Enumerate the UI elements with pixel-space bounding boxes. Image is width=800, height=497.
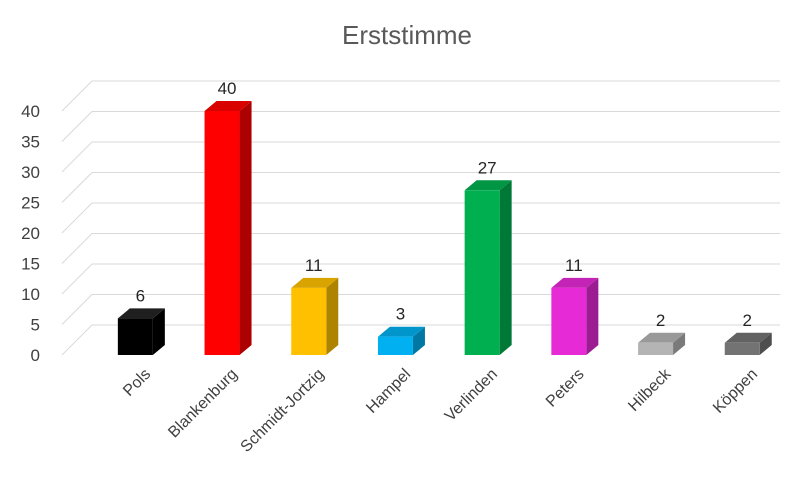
gridline <box>61 80 780 112</box>
bar-front <box>464 190 500 355</box>
data-label: 6 <box>136 286 145 305</box>
bar-top <box>291 277 339 288</box>
y-tick-label: 5 <box>31 316 40 335</box>
bar-side <box>673 332 686 355</box>
bar-front <box>638 342 674 355</box>
bar-front <box>724 342 760 355</box>
y-tick-label: 30 <box>21 163 40 182</box>
data-label: 3 <box>396 305 405 324</box>
data-label: 27 <box>478 158 497 177</box>
x-tick-label: Blankenburg <box>165 366 241 442</box>
bars <box>117 101 772 355</box>
x-tick-label: Hampel <box>363 366 414 417</box>
data-label: 2 <box>743 311 752 330</box>
data-label: 11 <box>565 256 583 275</box>
bar-top <box>377 326 425 337</box>
y-tick-label: 25 <box>21 194 40 213</box>
bar-side <box>499 180 512 355</box>
bar-side <box>239 101 252 355</box>
bar <box>117 308 165 355</box>
gridlines <box>61 80 780 356</box>
data-label: 2 <box>656 311 665 330</box>
x-tick-label: Hilbeck <box>625 365 675 415</box>
x-tick-label: Verlinden <box>442 366 501 425</box>
gridline <box>61 233 780 264</box>
bar <box>377 326 425 355</box>
bar-front <box>204 111 240 355</box>
bar <box>551 277 599 355</box>
gridline <box>61 324 780 356</box>
y-tick-label: 20 <box>21 224 40 243</box>
x-tick-label: Peters <box>543 366 588 411</box>
bar-top <box>724 332 772 343</box>
bar-side <box>412 326 425 355</box>
bar-top <box>638 332 686 343</box>
bar-side <box>152 308 165 355</box>
gridline <box>61 202 780 234</box>
x-tick-label: Pols <box>120 366 154 400</box>
bar-side <box>759 332 772 355</box>
gridline <box>61 263 780 295</box>
bar-side <box>326 277 339 355</box>
gridline <box>61 111 780 142</box>
bar <box>464 180 512 355</box>
bar-front <box>377 336 413 355</box>
x-tick-label: Köppen <box>710 366 761 417</box>
y-tick-label: 10 <box>21 285 40 304</box>
bar-front <box>551 287 587 355</box>
chart-title: Erststimme <box>342 20 472 50</box>
y-axis-ticks: 0 5 10 15 20 25 30 35 40 <box>21 102 40 365</box>
bar-front <box>291 287 327 355</box>
y-tick-label: 15 <box>21 255 40 274</box>
bar <box>638 332 686 355</box>
data-labels: 6 40 11 3 27 11 2 2 <box>136 79 752 330</box>
y-tick-label: 35 <box>21 133 40 152</box>
bar <box>724 332 772 355</box>
y-tick-label: 0 <box>31 346 40 365</box>
bar-top <box>204 101 252 111</box>
data-label: 11 <box>305 256 323 275</box>
bar-top <box>551 277 599 288</box>
y-tick-label: 40 <box>21 102 40 121</box>
bar <box>204 101 252 355</box>
gridline <box>61 172 780 203</box>
bar-side <box>586 277 599 355</box>
gridline <box>61 141 780 173</box>
gridline <box>61 294 780 325</box>
data-label: 40 <box>218 79 237 98</box>
bar-top <box>117 308 165 319</box>
x-tick-label: Schmidt-Jortzig <box>238 366 328 456</box>
bar-front <box>117 318 153 355</box>
bar <box>291 277 339 355</box>
bar-top <box>464 180 512 191</box>
